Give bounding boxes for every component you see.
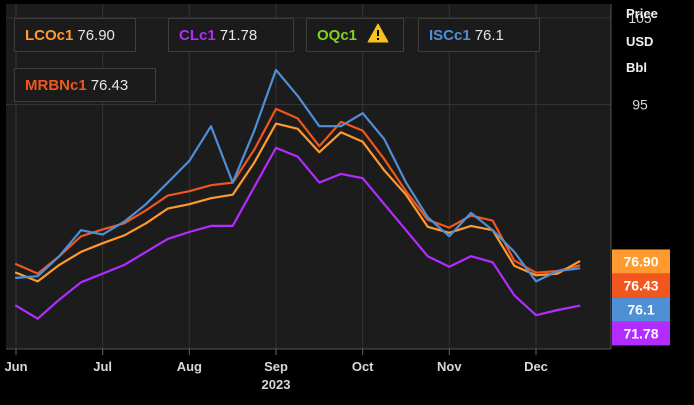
y-axis-labels: 105 95: [628, 10, 652, 113]
legend-cl-value: 71.78: [219, 26, 258, 44]
series-line-iscc1: [14, 68, 581, 283]
legend-isc[interactable]: ISCc1 76.1: [418, 18, 540, 52]
last-price-label-bg: [612, 273, 670, 298]
last-price-label-text: 76.43: [623, 277, 658, 293]
last-price-label-bg: [612, 297, 670, 322]
x-tick-label: Jul: [93, 359, 112, 374]
series-line-lcoc1: [14, 122, 581, 283]
legend-cl-ric: CLc1: [179, 26, 216, 44]
legend-mrbn-ric: MRBNc1: [25, 76, 87, 94]
last-price-label-text: 76.90: [623, 253, 658, 269]
legend-lco[interactable]: LCOc1 76.90: [14, 18, 136, 52]
legend-oq-ric: OQc1: [317, 26, 358, 44]
last-price-label-lcoc1: 76.90: [612, 249, 670, 274]
y-tick-label: 95: [632, 97, 648, 113]
x-tick-label: Aug: [177, 359, 202, 374]
legend-oq[interactable]: OQc1: [306, 18, 404, 52]
x-axis-labels: Jun Jul Aug Sep Oct Nov Dec 2023: [4, 349, 548, 392]
axis-header-currency: USD: [626, 34, 654, 49]
x-tick-label: Sep: [264, 359, 288, 374]
series-lines: [14, 68, 581, 320]
axis-header-unit: Bbl: [626, 60, 647, 75]
plot-area: [6, 4, 611, 349]
last-price-label-iscc1: 76.1: [612, 297, 670, 322]
series-line-mrbnc1: [14, 107, 581, 275]
legend-cl[interactable]: CLc1 71.78: [168, 18, 294, 52]
legend-lco-ric: LCOc1: [25, 26, 74, 44]
x-tick-label: Jun: [4, 359, 27, 374]
axis-header-price: Price: [626, 6, 658, 21]
y-tick-label: 105: [628, 10, 652, 26]
legend-isc-ric: ISCc1: [429, 26, 471, 44]
last-price-label-mrbnc1: 76.43: [612, 273, 670, 298]
last-price-label-text: 76.1: [627, 301, 654, 317]
legend-mrbn-value: 76.43: [90, 76, 129, 94]
x-tick-label: Nov: [437, 359, 462, 374]
x-tick-label: Oct: [352, 359, 374, 374]
series-line-clc1: [14, 146, 581, 320]
legend-mrbn[interactable]: MRBNc1 76.43: [14, 68, 156, 102]
legend-isc-value: 76.1: [474, 26, 504, 44]
gridlines: [6, 4, 612, 350]
last-price-label-bg: [612, 321, 670, 346]
legend-lco-value: 76.90: [77, 26, 115, 44]
last-price-label-text: 71.78: [623, 325, 658, 341]
x-tick-label: Dec: [524, 359, 548, 374]
x-year-label: 2023: [262, 377, 291, 392]
warning-icon: [367, 23, 389, 47]
last-price-labels: 76.90 76.43 76.1 71.78: [612, 249, 670, 346]
last-price-label-bg: [612, 249, 670, 274]
last-price-label-clc1: 71.78: [612, 321, 670, 346]
